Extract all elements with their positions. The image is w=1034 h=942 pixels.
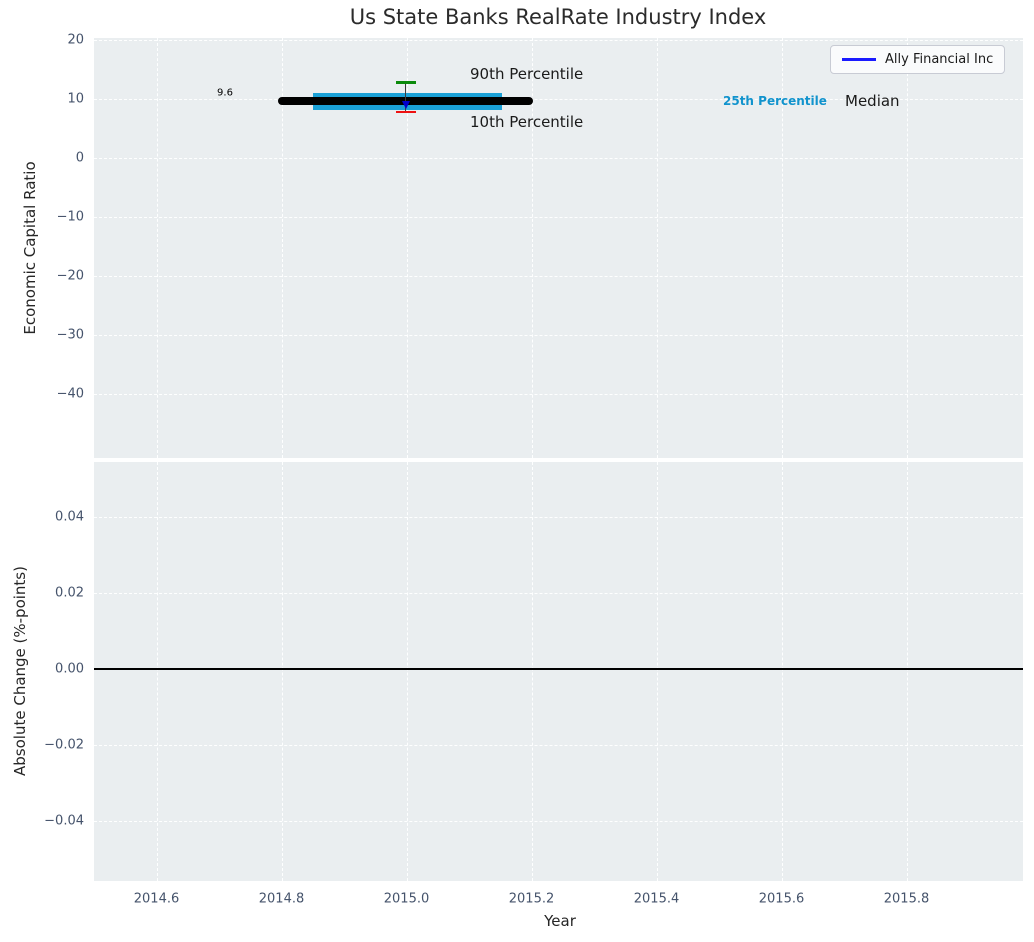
legend: Ally Financial Inc — [830, 45, 1006, 74]
gridline-h — [94, 517, 1023, 518]
gridline-h — [94, 394, 1023, 395]
xtick-label: 2015.6 — [758, 891, 805, 907]
gridline-v — [156, 462, 158, 881]
ytick-label: 0.02 — [55, 585, 84, 601]
ytick-label: −40 — [56, 386, 84, 402]
gridline-h — [94, 745, 1023, 746]
top-chart-axes: 9.6 90th Percentile 10th Percentile 25th… — [94, 38, 1023, 458]
gridline-v — [906, 462, 908, 881]
gridline-v — [656, 462, 658, 881]
ytick-label: −0.02 — [44, 737, 84, 753]
gridline-h — [94, 40, 1023, 41]
ytick-label: −30 — [56, 327, 84, 343]
zero-change-line — [94, 668, 1023, 670]
gridline-v — [406, 38, 408, 458]
p25-annotation: 25th Percentile — [723, 94, 827, 108]
percentile-whisker-line — [405, 82, 407, 112]
p10-annotation: 10th Percentile — [470, 113, 584, 131]
gridline-h — [94, 335, 1023, 336]
percentile-10-cap — [396, 110, 416, 114]
xtick-label: 2015.8 — [883, 891, 930, 907]
bottom-chart-axes — [94, 462, 1023, 881]
xtick-label: 2015.4 — [633, 891, 680, 907]
xtick-label: 2014.8 — [258, 891, 305, 907]
ytick-label: 20 — [67, 32, 84, 48]
ytick-label: −10 — [56, 209, 84, 225]
gridline-h — [94, 276, 1023, 277]
gridline-h — [94, 158, 1023, 159]
gridline-v — [406, 462, 408, 881]
gridline-v — [281, 38, 283, 458]
median-value-annotation: 9.6 — [217, 87, 233, 99]
xtick-label: 2014.6 — [133, 891, 180, 907]
p90-annotation: 90th Percentile — [470, 65, 584, 83]
xlabel: Year — [544, 912, 576, 930]
xtick-label: 2015.0 — [383, 891, 430, 907]
gridline-v — [531, 38, 533, 458]
gridline-v — [781, 462, 783, 881]
ytick-label: 0.04 — [55, 509, 84, 525]
legend-line-sample — [842, 58, 876, 61]
gridline-h — [94, 99, 1023, 100]
ally-financial-marker — [402, 101, 410, 109]
chart-title: Us State Banks RealRate Industry Index — [349, 5, 767, 29]
ytick-label: −20 — [56, 268, 84, 284]
legend-label: Ally Financial Inc — [885, 52, 994, 67]
gridline-v — [656, 38, 658, 458]
ytick-label: −0.04 — [44, 813, 84, 829]
gridline-h — [94, 593, 1023, 594]
gridline-h — [94, 821, 1023, 822]
gridline-v — [531, 462, 533, 881]
percentile-90-cap — [396, 81, 416, 84]
ytick-label: 10 — [67, 91, 84, 107]
ytick-label: 0.00 — [55, 661, 84, 677]
gridline-v — [156, 38, 158, 458]
bottom-ylabel: Absolute Change (%-points) — [11, 566, 29, 776]
gridline-h — [94, 217, 1023, 218]
gridline-v — [781, 38, 783, 458]
gridline-v — [281, 462, 283, 881]
gridline-v — [906, 38, 908, 458]
top-ylabel: Economic Capital Ratio — [21, 161, 39, 335]
median-annotation: Median — [845, 92, 900, 110]
ytick-label: 0 — [75, 150, 84, 166]
xtick-label: 2015.2 — [508, 891, 555, 907]
